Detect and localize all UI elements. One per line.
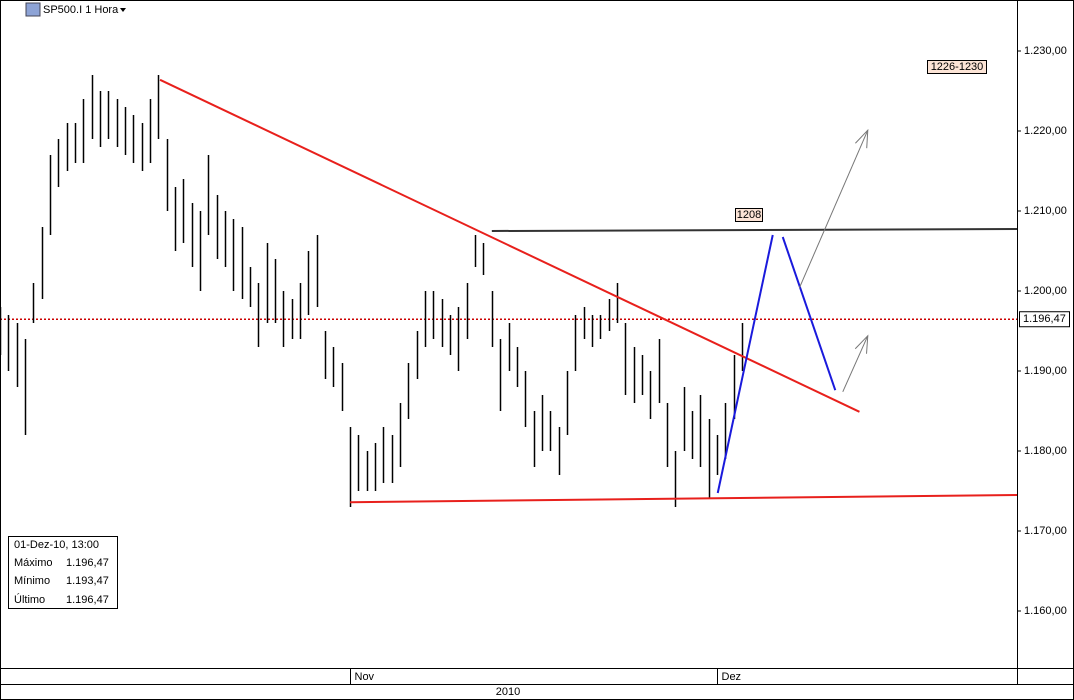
instrument-icon — [25, 2, 41, 17]
annotation: 1226-1230 — [931, 61, 984, 73]
x-tick-label: Dez — [722, 671, 742, 683]
trend-line — [781, 236, 837, 391]
info-box-frame — [8, 536, 118, 609]
annotation-box — [927, 60, 987, 74]
info-value: 1.196,47 — [66, 557, 109, 569]
info-value: 1.196,47 — [66, 594, 109, 606]
y-tick-label: 1.190,00 — [1024, 365, 1067, 377]
y-tick-label: 1.200,00 — [1024, 285, 1067, 297]
info-label: Mínimo — [14, 575, 50, 587]
info-date: 01-Dez-10, 13:00 — [14, 539, 99, 551]
y-tick-label: 1.210,00 — [1024, 205, 1067, 217]
x-tick-label: Nov — [355, 671, 375, 683]
arrow-head — [855, 128, 869, 149]
info-box: 01-Dez-10, 13:00 Máximo 1.196,47 Mínimo … — [8, 536, 118, 609]
dropdown-arrow[interactable] — [120, 8, 126, 12]
trend-line — [159, 78, 860, 413]
trend-line — [842, 335, 869, 393]
y-tick-label: 1.160,00 — [1024, 605, 1067, 617]
last-price-box — [1019, 311, 1070, 328]
info-value: 1.193,47 — [66, 575, 109, 587]
y-tick-label: 1.220,00 — [1024, 125, 1067, 137]
arrow-head — [854, 334, 869, 354]
x-axis-year: 2010 — [496, 686, 520, 698]
trend-line — [798, 130, 869, 288]
trend-line — [716, 234, 774, 494]
info-label: Último — [14, 593, 45, 606]
y-tick-label: 1.180,00 — [1024, 445, 1067, 457]
trend-line — [491, 228, 1018, 232]
annotation-box — [735, 208, 763, 222]
trend-line — [350, 494, 1018, 504]
y-tick-label: 1.230,00 — [1024, 45, 1067, 57]
plot — [0, 75, 1018, 507]
y-tick-label: 1.170,00 — [1024, 525, 1067, 537]
info-label: Máximo — [14, 557, 53, 569]
chart-title[interactable]: SP500.I 1 Hora — [43, 4, 119, 16]
annotation: 1208 — [737, 209, 761, 221]
last-price-label: 1.196,47 — [1023, 313, 1066, 325]
